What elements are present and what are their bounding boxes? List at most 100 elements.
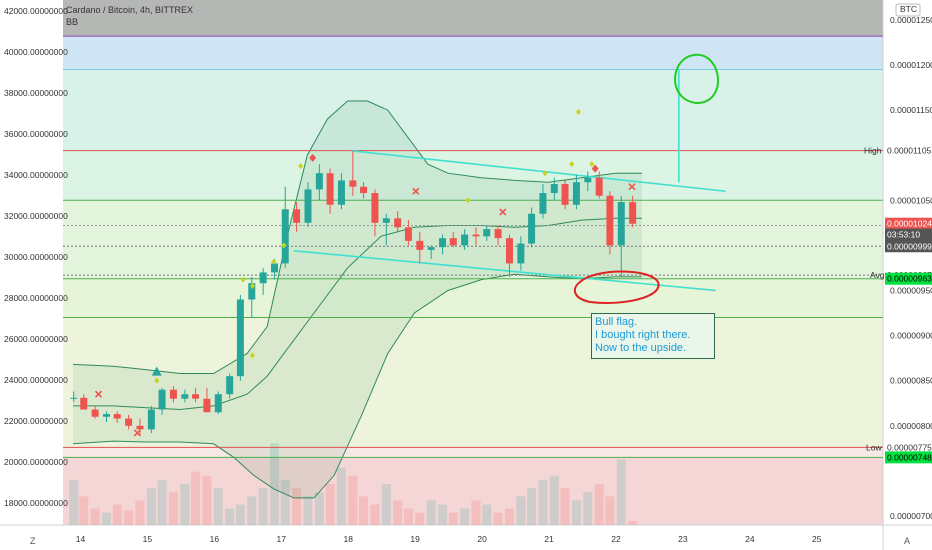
note-line-2: I bought right there. [595, 329, 691, 341]
right-tick-label: 0.00001050 [890, 195, 932, 205]
volume-bar [605, 496, 615, 525]
volume-bar [102, 512, 112, 525]
signal-dot-icon [542, 170, 548, 177]
volume-bars [69, 443, 638, 525]
left-tick-label: 20000.00000000 [4, 457, 68, 467]
volume-bar [381, 484, 391, 525]
candle-body [360, 186, 368, 194]
high-value-bg [885, 144, 932, 157]
candle-body [326, 173, 334, 205]
volume-bar [258, 488, 268, 525]
right-tick-label: 0.00000800 [890, 421, 932, 431]
volume-bar [146, 488, 156, 525]
volume-bar [359, 496, 369, 525]
chart-header: Cardano / Bitcoin, 4h, BITTREX BB [66, 4, 193, 28]
candle-body [517, 243, 525, 264]
volume-bar [270, 443, 280, 525]
cross-icon [412, 187, 420, 195]
volume-bar [235, 504, 245, 525]
candle-body [192, 394, 200, 399]
x-tick-label: 17 [277, 534, 287, 544]
cross-icon [499, 208, 507, 216]
left-tick-label: 32000.00000000 [4, 211, 68, 221]
signal-dot-icon [569, 161, 575, 168]
volume-bar [336, 467, 346, 525]
candle-body [337, 180, 345, 205]
volume-bar [438, 504, 448, 525]
left-tick-label: 24000.00000000 [4, 375, 68, 385]
candle-body [259, 272, 267, 284]
candle-body [181, 394, 189, 399]
volume-bar [628, 520, 638, 525]
fib-zone [63, 150, 883, 201]
candle-body [539, 193, 547, 214]
volume-bar [202, 475, 212, 525]
auto-scale-icon[interactable]: A [904, 536, 911, 546]
x-tick-label: 15 [143, 534, 153, 544]
candle-body [561, 184, 569, 205]
candle-body [136, 425, 144, 430]
candle-body [158, 389, 166, 410]
axes: 42000.00000000 40000.00000000 38000.000000… [4, 3, 932, 544]
candle-body [236, 299, 244, 377]
signal-dot-icon [249, 352, 255, 359]
volume-bar [482, 504, 492, 525]
signal-dot-icon [298, 162, 304, 169]
volume-bar [112, 504, 122, 525]
candle-body [572, 182, 580, 205]
cross-icon [133, 429, 141, 437]
candle-body [606, 195, 614, 246]
cross-icon [94, 390, 103, 398]
candle-body [595, 177, 603, 196]
candle-body [214, 394, 222, 413]
candle-body [629, 202, 637, 224]
volume-bar [415, 512, 425, 525]
x-tick-label: 20 [477, 534, 487, 544]
left-tick-label: 30000.00000000 [4, 252, 68, 262]
signal-dot-icon [154, 377, 160, 384]
candle-body [505, 238, 513, 264]
left-tick-label: 22000.00000000 [4, 416, 68, 426]
volume-bar [69, 479, 79, 525]
last-value-bg [885, 240, 932, 253]
candle-body [427, 247, 435, 250]
candle-body [304, 189, 312, 223]
fib-zone [63, 36, 883, 70]
low-tag: Low [866, 442, 882, 452]
signal-dot-icon [240, 276, 246, 283]
candle-body [371, 193, 379, 223]
diamond-icon [591, 164, 599, 173]
signal-dot-icon [589, 161, 595, 168]
volume-bar [157, 479, 167, 525]
fib-zone [63, 278, 883, 318]
bb-upper [72, 100, 642, 374]
candle-body [271, 263, 279, 273]
timezone-icon[interactable]: Z [30, 536, 36, 546]
candle-body [550, 184, 558, 194]
volume-bar [348, 475, 358, 525]
volume-bar [168, 492, 178, 525]
channel-line [350, 149, 726, 193]
volume-bar [516, 496, 526, 525]
x-tick-label: 22 [611, 534, 621, 544]
volume-bar [314, 492, 324, 525]
right-tick-label: 0.00001250 [890, 15, 932, 25]
right-tick-label: 0.00001150 [890, 105, 932, 115]
volume-bar [124, 510, 134, 525]
volume-bar [549, 475, 559, 525]
channel-line [293, 249, 716, 292]
current-price-bg [885, 217, 932, 230]
low-value: 0.00000775 [887, 442, 932, 452]
volume-bar [527, 488, 537, 525]
right-tick-label: 0.00000850 [890, 376, 932, 386]
volume-bar [247, 496, 257, 525]
volume-bar [538, 479, 548, 525]
candle-body [617, 202, 625, 246]
annotation-note[interactable]: Bull flag. I bought right there. Now to … [591, 313, 715, 359]
fib-zone [63, 317, 883, 448]
volume-bar [90, 508, 100, 525]
volume-bar [370, 504, 380, 525]
x-tick-label: 25 [812, 534, 822, 544]
indicator-label: BB [66, 17, 79, 27]
